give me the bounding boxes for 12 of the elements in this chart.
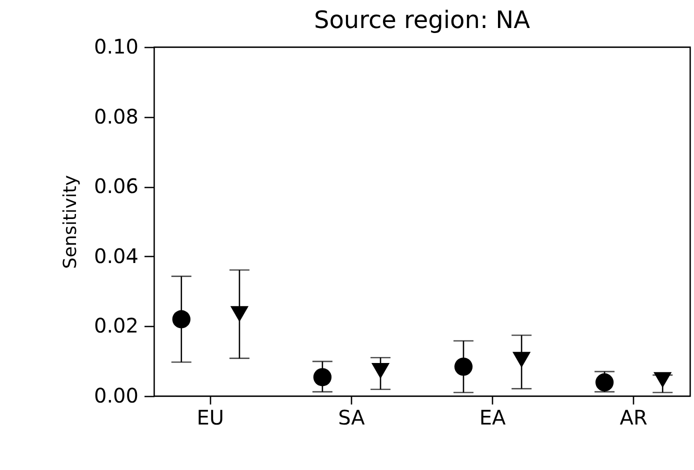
y-tick-label: 0.08 — [94, 104, 138, 128]
y-tick-label: 0.06 — [94, 174, 138, 198]
y-tick-label: 0.04 — [94, 244, 138, 268]
chart-title: Source region: NA — [314, 6, 531, 34]
y-axis-title: Sensitivity — [60, 174, 81, 269]
x-tick-label: EA — [479, 406, 506, 430]
y-tick-label: 0.10 — [94, 34, 138, 58]
x-tick-label: SA — [338, 406, 366, 430]
x-tick-label: AR — [620, 406, 648, 430]
y-tick-label: 0.02 — [94, 314, 138, 338]
x-tick-label: EU — [196, 406, 224, 430]
y-tick-label: 0.00 — [94, 384, 138, 408]
